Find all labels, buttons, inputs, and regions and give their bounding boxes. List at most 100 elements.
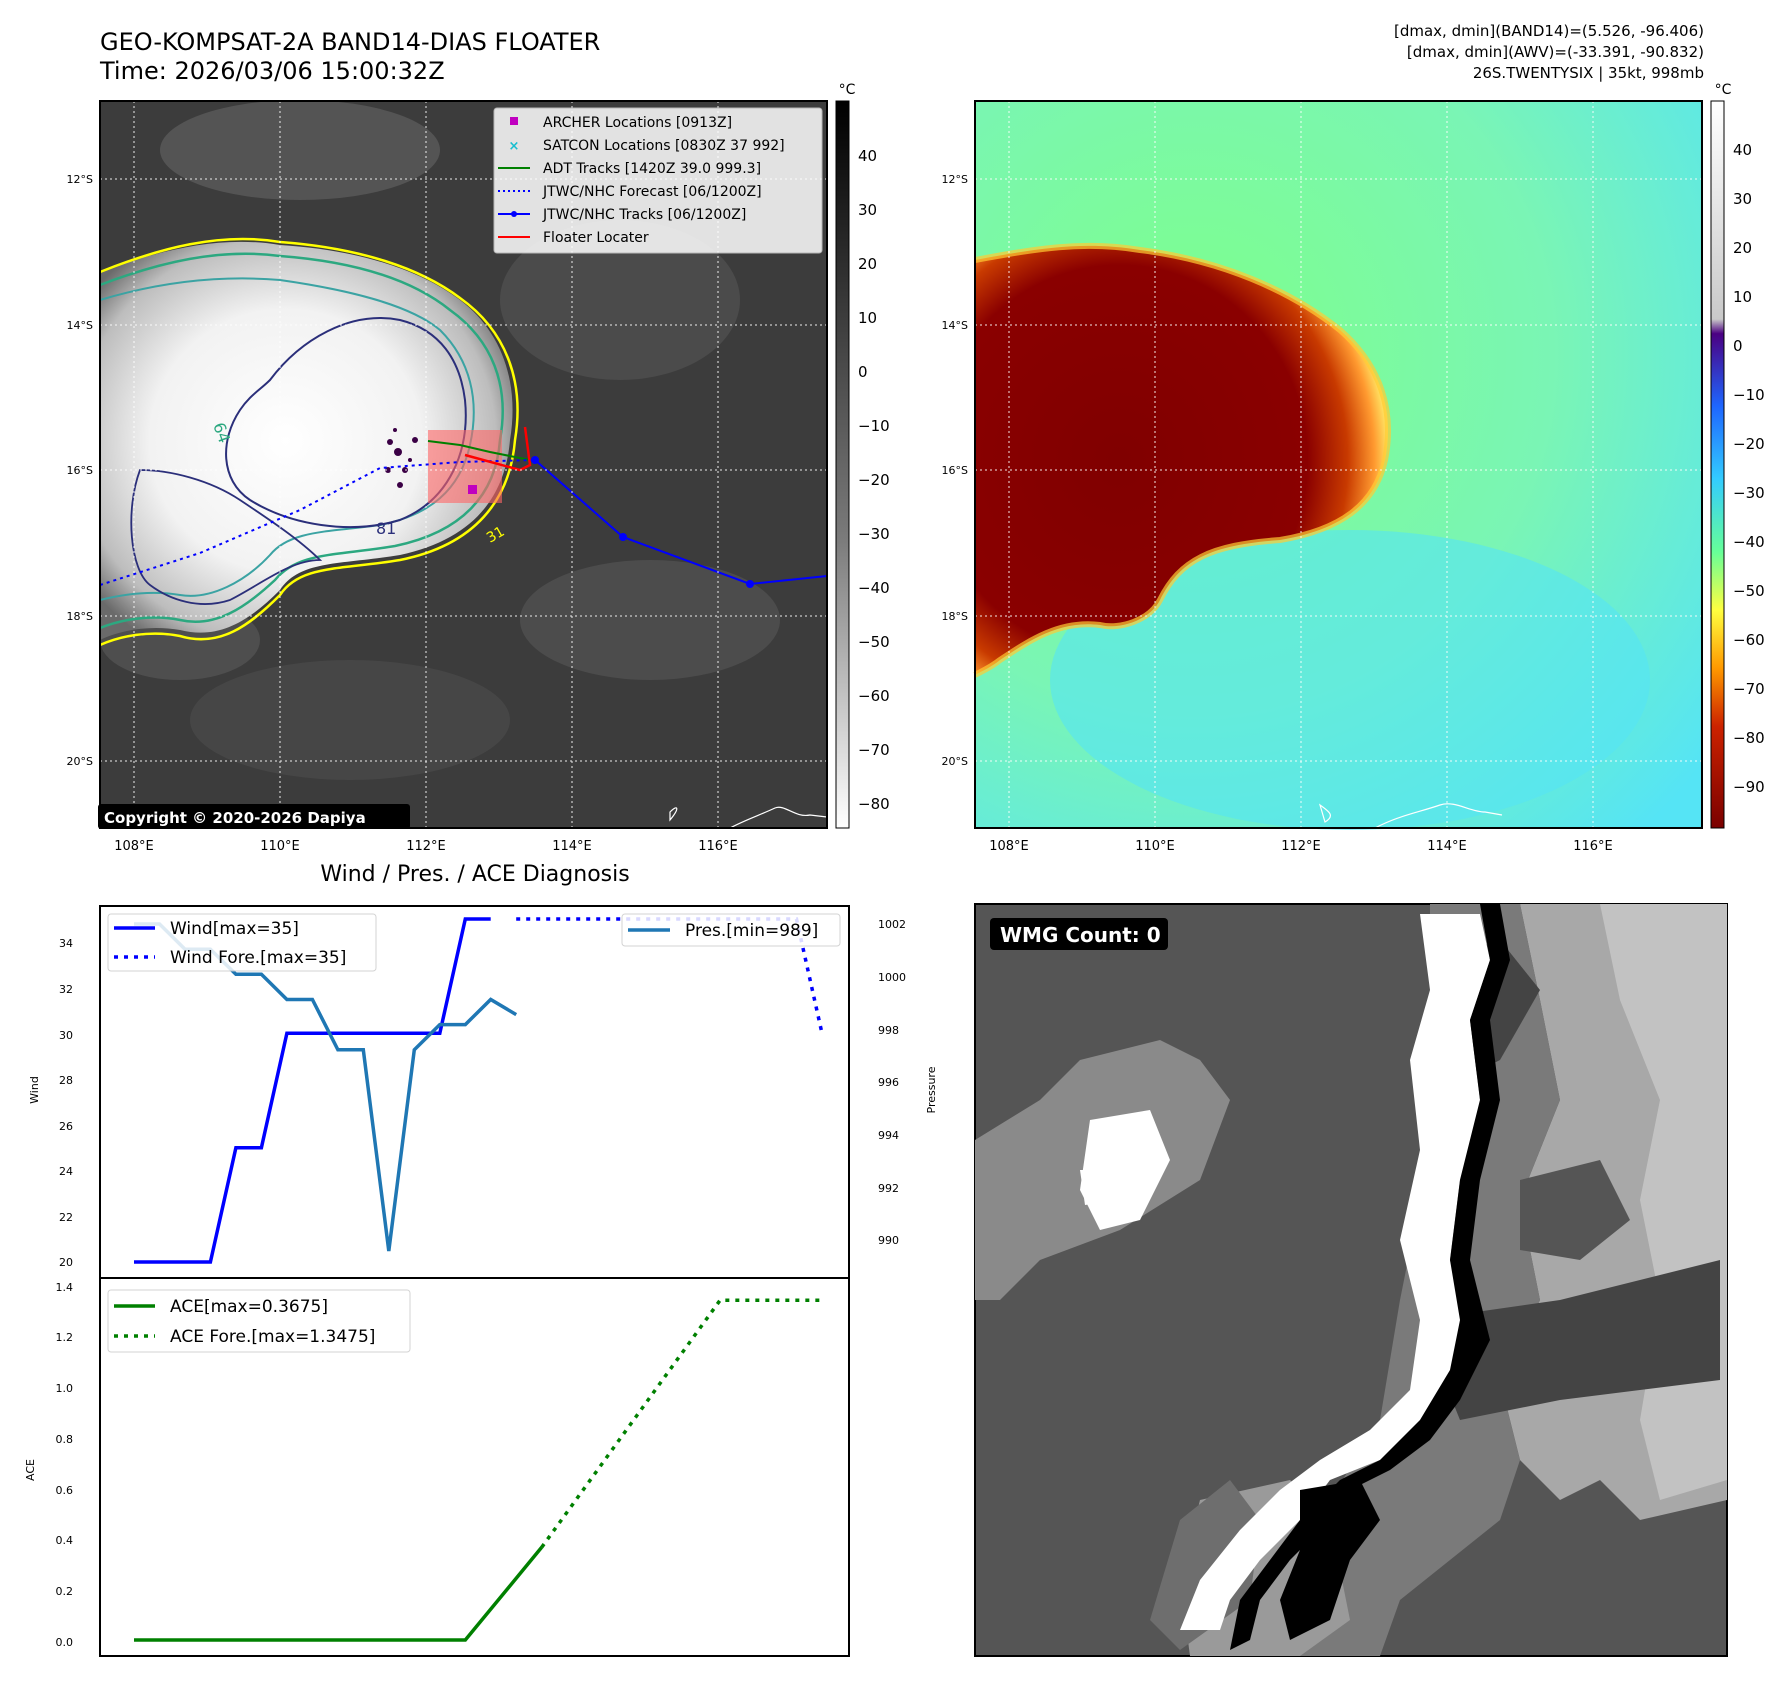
diagnosis-title: Wind / Pres. / ACE Diagnosis	[320, 862, 629, 887]
ir-cbar-tick: 40	[858, 147, 877, 165]
ir-colorbar: °C 40 30 20 10 0 −10 −20 −30 −40 −50 −60…	[835, 82, 890, 829]
lon-label: 116°E	[698, 839, 738, 854]
legend-pres: Pres.[min=989]	[685, 921, 818, 941]
awv-cbar-tick: −30	[1733, 484, 1765, 502]
legend-ace-fore: ACE Fore.[max=1.3475]	[170, 1327, 375, 1347]
copyright-text: Copyright © 2020-2026 Dapiya	[104, 809, 366, 827]
awv-map-panel	[973, 100, 1703, 830]
ace-panel: ACE 1.4 1.2 1.0 0.8 0.6 0.4 0.2 0.0 ACE[…	[24, 1277, 850, 1657]
pressure-tick: 994	[878, 1129, 899, 1142]
pressure-tick: 1002	[878, 918, 906, 931]
pressure-tick: 1000	[878, 971, 906, 984]
legend-adt-label: ADT Tracks [1420Z 39.0 999.3]	[543, 161, 761, 177]
figure-title: GEO-KOMPSAT-2A BAND14-DIAS FLOATER	[100, 28, 601, 56]
lat-label: 18°S	[67, 610, 93, 623]
info-storm: 26S.TWENTYSIX | 35kt, 998mb	[1472, 64, 1704, 82]
jtwc-track-point	[746, 580, 754, 588]
legend-floater-label: Floater Locater	[543, 230, 649, 246]
awv-colorbar: °C 40 30 20 10 0 −10 −20 −30 −40 −50 −60…	[1710, 82, 1765, 829]
ir-cbar-tick: 0	[858, 363, 868, 381]
ace-tick: 0.2	[56, 1585, 74, 1598]
pressure-tick: 996	[878, 1076, 899, 1089]
ir-cbar-tick: −40	[858, 579, 890, 597]
jtwc-track-line	[534, 459, 828, 586]
lon-label: 110°E	[1135, 839, 1175, 854]
wmg-panel: WMG Count: 0	[974, 903, 1728, 1657]
storm-cloud-ir	[100, 241, 513, 640]
archer-marker	[468, 485, 477, 494]
ir-cbar-tick: −50	[858, 633, 890, 651]
ace-forecast-series-line	[540, 1298, 822, 1549]
lon-label: 114°E	[1427, 839, 1467, 854]
awv-map-frame	[974, 100, 1703, 829]
ir-map-frame	[99, 100, 828, 829]
contour-label-31: 31	[484, 524, 507, 547]
ace-tick: 0.6	[56, 1484, 74, 1497]
ace-ylabel: ACE	[24, 1459, 37, 1481]
ace-series-line	[134, 1546, 544, 1642]
lon-label: 110°E	[260, 839, 300, 854]
ace-tick: 0.0	[56, 1636, 74, 1649]
lon-label: 114°E	[552, 839, 592, 854]
wind-tick: 22	[59, 1211, 73, 1224]
info-awv: [dmax, dmin](AWV)=(-33.391, -90.832)	[1406, 43, 1704, 61]
lat-label: 20°S	[942, 755, 968, 768]
wmg-label-box	[990, 918, 1168, 950]
wind-tick: 34	[59, 937, 73, 950]
awv-cbar-tick: −40	[1733, 533, 1765, 551]
ir-cbar-tick: 30	[858, 201, 877, 219]
jtwc-forecast-line	[99, 459, 536, 586]
lat-label: 14°S	[942, 319, 968, 332]
lat-label: 20°S	[67, 755, 93, 768]
legend-satcon-marker: ×	[509, 139, 520, 154]
ir-map-legend: ARCHER Locations [0913Z] × SATCON Locati…	[493, 107, 823, 254]
awv-cbar-tick: −20	[1733, 435, 1765, 453]
lat-label: 16°S	[942, 464, 968, 477]
lat-label: 14°S	[67, 319, 93, 332]
legend-archer-label: ARCHER Locations [0913Z]	[543, 115, 732, 131]
pressure-ylabel: Pressure	[925, 1066, 938, 1113]
ir-cbar-tick: −70	[858, 741, 890, 759]
legend-forecast-label: JTWC/NHC Forecast [06/1200Z]	[542, 184, 762, 200]
copyright-box	[98, 804, 410, 829]
ir-cbar-tick: −10	[858, 417, 890, 435]
wind-ylabel: Wind	[28, 1076, 41, 1104]
wind-tick: 20	[59, 1256, 73, 1269]
legend-satcon-label: SATCON Locations [0830Z 37 992]	[543, 138, 785, 154]
ir-cbar-tick: −30	[858, 525, 890, 543]
storm-awv	[975, 245, 1388, 676]
jtwc-track-point	[531, 456, 539, 464]
lat-label: 12°S	[942, 173, 968, 186]
wind-legend	[107, 913, 377, 972]
wind-pressure-panel: Wind Pressure 34 32 30 28 26 24 22 20 10…	[28, 905, 938, 1279]
awv-cbar-tick: −80	[1733, 729, 1765, 747]
awv-cbar-tick: −60	[1733, 631, 1765, 649]
lon-label: 108°E	[989, 839, 1029, 854]
ir-cbar-tick: 20	[858, 255, 877, 273]
wind-tick: 30	[59, 1029, 73, 1042]
legend-wind: Wind[max=35]	[170, 919, 299, 939]
wind-tick: 28	[59, 1074, 73, 1087]
contour-label-81: 81	[376, 519, 396, 538]
coastline	[669, 806, 828, 829]
ir-map-axes: 12°S 14°S 16°S 18°S 20°S 108°E 110°E 112…	[67, 173, 738, 854]
awv-cbar-tick: −70	[1733, 680, 1765, 698]
awv-map-axes: 12°S 14°S 16°S 18°S 20°S 108°E 110°E 112…	[942, 173, 1613, 854]
ace-tick: 0.4	[56, 1534, 74, 1547]
ace-tick: 1.0	[56, 1382, 74, 1395]
awv-cbar-tick: 0	[1733, 337, 1743, 355]
pressure-legend	[621, 913, 841, 947]
pressure-tick: 998	[878, 1024, 899, 1037]
ace-legend	[107, 1289, 411, 1353]
ir-cbar-tick: 10	[858, 309, 877, 327]
jtwc-track-point	[619, 533, 627, 541]
legend-wind-fore: Wind Fore.[max=35]	[170, 948, 346, 968]
floater-locater-line	[464, 426, 532, 472]
lat-label: 16°S	[67, 464, 93, 477]
awv-cbar-tick: 20	[1733, 239, 1752, 257]
lat-label: 18°S	[942, 610, 968, 623]
lon-label: 112°E	[406, 839, 446, 854]
wind-tick: 26	[59, 1120, 73, 1133]
contour-yellow	[99, 237, 519, 647]
